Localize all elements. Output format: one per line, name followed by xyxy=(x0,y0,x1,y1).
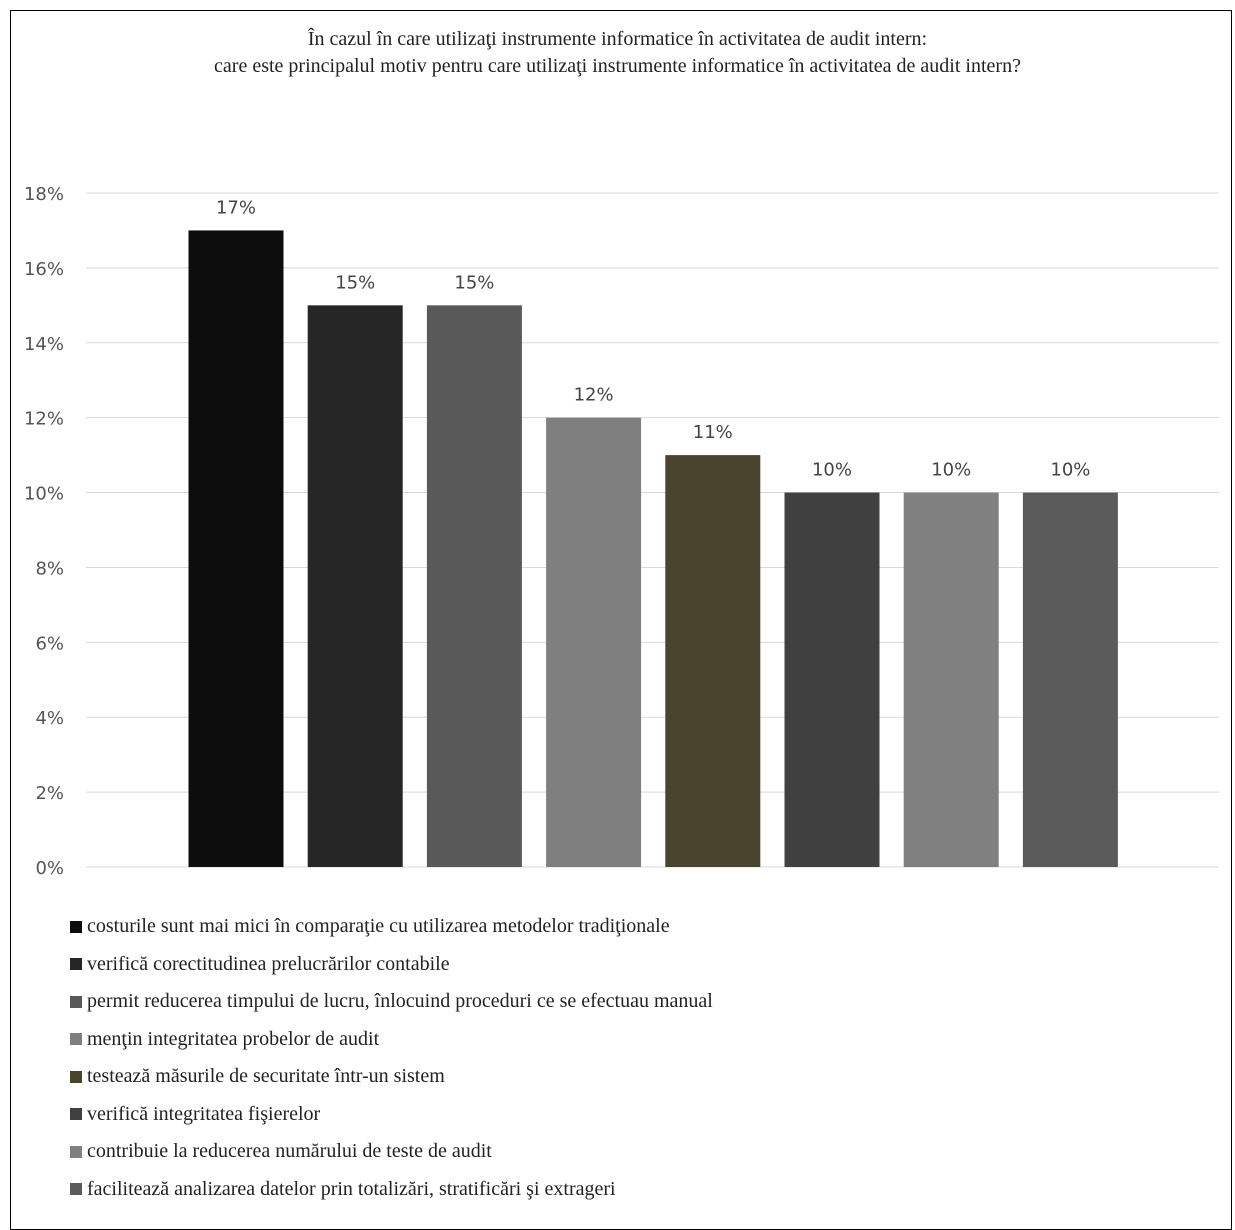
data-label: 15% xyxy=(335,272,375,293)
legend-label: costurile sunt mai mici în comparaţie cu… xyxy=(87,915,670,938)
bar xyxy=(546,417,642,867)
legend-swatch xyxy=(70,995,82,1008)
chart-title-line-2: care este principalul motiv pentru care … xyxy=(214,55,1021,77)
legend-swatch xyxy=(70,1145,82,1158)
bar xyxy=(1022,492,1118,867)
legend-item: contribuie la reducerea numărului de tes… xyxy=(70,1133,713,1171)
legend-item: facilitează analizarea datelor prin tota… xyxy=(70,1171,713,1209)
bar xyxy=(426,305,522,867)
y-tick-label: 16% xyxy=(24,259,64,280)
legend-item: permit reducerea timpului de lucru, înlo… xyxy=(70,983,713,1021)
bar-chart: 0% 2% 4% 6% 8% 10% 12% 14% 16% 18% 17% 15% 15% 12% 11%… xyxy=(24,184,1219,879)
chart-title-line-1: În cazul în care utilizaţi instrumente i… xyxy=(307,28,928,50)
bar xyxy=(784,492,880,867)
y-tick-label: 14% xyxy=(24,334,64,355)
y-tick-label: 18% xyxy=(24,184,64,205)
chart-title: În cazul în care utilizaţi instrumente i… xyxy=(0,26,1235,80)
y-tick-label: 4% xyxy=(35,708,64,729)
data-label: 17% xyxy=(216,197,256,218)
legend-label: menţin integritatea probelor de audit xyxy=(87,1027,380,1050)
legend-swatch xyxy=(70,958,82,971)
legend-item: verifică corectitudinea prelucrărilor co… xyxy=(70,946,713,984)
legend-label: facilitează analizarea datelor prin tota… xyxy=(87,1177,616,1200)
legend-label: verifică corectitudinea prelucrărilor co… xyxy=(87,952,450,975)
y-tick-label: 12% xyxy=(24,409,64,430)
legend-swatch xyxy=(70,1108,82,1121)
data-label: 15% xyxy=(454,272,494,293)
y-tick-label: 8% xyxy=(35,558,64,579)
data-label: 10% xyxy=(812,460,852,481)
legend-label: permit reducerea timpului de lucru, înlo… xyxy=(87,990,713,1013)
y-tick-label: 0% xyxy=(35,858,64,879)
y-tick-label: 10% xyxy=(24,484,64,505)
legend-label: testează măsurile de securitate într-un … xyxy=(87,1065,445,1088)
legend-swatch xyxy=(70,920,82,933)
data-label: 12% xyxy=(574,385,614,406)
bar xyxy=(188,230,284,867)
legend-item: costurile sunt mai mici în comparaţie cu… xyxy=(70,908,713,946)
y-tick-label: 2% xyxy=(35,783,64,804)
legend-label: verifică integritatea fişierelor xyxy=(87,1102,321,1125)
y-tick-label: 6% xyxy=(35,633,64,654)
legend-swatch xyxy=(70,1183,82,1196)
chart-legend: costurile sunt mai mici în comparaţie cu… xyxy=(70,908,713,1208)
legend-swatch xyxy=(70,1070,82,1083)
legend-item: verifică integritatea fişierelor xyxy=(70,1096,713,1134)
data-label: 10% xyxy=(931,460,971,481)
legend-swatch xyxy=(70,1033,82,1046)
bar xyxy=(307,305,403,867)
bar xyxy=(665,455,761,867)
data-label: 10% xyxy=(1050,460,1090,481)
data-label: 11% xyxy=(693,422,733,443)
legend-item: menţin integritatea probelor de audit xyxy=(70,1021,713,1059)
bar xyxy=(903,492,999,867)
legend-item: testează măsurile de securitate într-un … xyxy=(70,1058,713,1096)
legend-label: contribuie la reducerea numărului de tes… xyxy=(87,1140,492,1163)
